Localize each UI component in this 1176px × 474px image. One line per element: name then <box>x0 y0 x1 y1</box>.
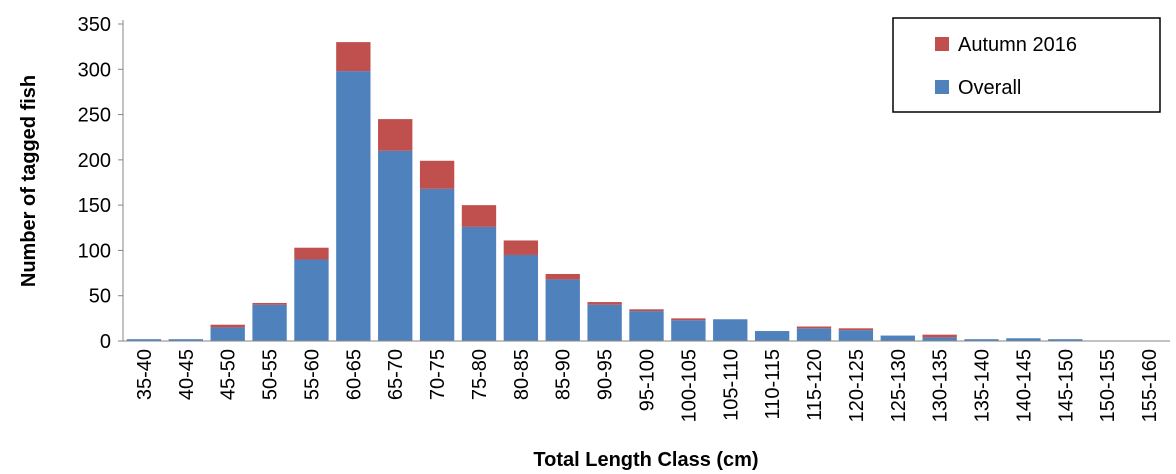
x-tick-label: 90-95 <box>595 349 617 400</box>
x-tick-label: 140-145 <box>1013 349 1035 422</box>
bar-autumn-2016-85-90 <box>545 273 580 280</box>
bar-autumn-2016-100-105 <box>671 318 706 321</box>
y-tick-label: 250 <box>78 105 111 127</box>
bar-autumn-2016-55-60 <box>294 247 329 260</box>
bar-autumn-2016-115-120 <box>796 326 832 329</box>
bar-autumn-2016-80-85 <box>503 240 539 255</box>
bar-overall-100-105 <box>671 320 706 341</box>
x-tick-label: 110-115 <box>762 349 784 419</box>
x-tick-label: 55-60 <box>301 349 323 400</box>
bar-overall-65-70 <box>378 150 413 341</box>
bar-autumn-2016-70-75 <box>419 160 455 189</box>
x-tick-label: 125-130 <box>888 349 910 422</box>
legend-label-overall: Overall <box>958 77 1021 99</box>
bar-autumn-2016-95-100 <box>629 309 664 312</box>
legend-swatch-autumn-2016 <box>935 37 949 51</box>
y-tick-label: 0 <box>100 331 111 353</box>
bar-overall-40-45 <box>168 339 203 341</box>
legend-swatch-overall <box>935 80 949 94</box>
x-tick-label: 50-55 <box>260 349 282 400</box>
bar-overall-115-120 <box>796 328 832 341</box>
bars <box>126 42 1083 342</box>
bar-overall-50-55 <box>252 304 287 341</box>
bar-overall-125-130 <box>880 335 915 341</box>
x-tick-label: 70-75 <box>427 349 449 400</box>
legend: Autumn 2016 Overall <box>892 17 1161 113</box>
x-tick-label: 35-40 <box>134 349 156 400</box>
y-tick-label: 150 <box>78 195 111 217</box>
bar-overall-70-75 <box>419 188 455 341</box>
bar-autumn-2016-45-50 <box>210 324 245 328</box>
bar-overall-95-100 <box>629 311 664 341</box>
x-tick-label: 155-160 <box>1139 349 1161 422</box>
x-tick-label: 120-125 <box>846 349 868 422</box>
bar-overall-110-115 <box>754 331 790 341</box>
x-tick-label: 130-135 <box>930 349 952 422</box>
x-tick-label: 105-110 <box>720 349 742 421</box>
x-tick-label: 150-155 <box>1097 349 1119 422</box>
x-tick-label: 95-100 <box>637 349 659 411</box>
legend-label-autumn-2016: Autumn 2016 <box>958 34 1077 56</box>
bar-overall-35-40 <box>126 339 162 341</box>
bar-overall-130-135 <box>922 337 957 341</box>
x-tick-label: 100-105 <box>678 349 700 422</box>
y-tick-label: 200 <box>78 150 111 172</box>
bar-overall-145-150 <box>1048 339 1083 341</box>
x-tick-label: 85-90 <box>553 349 575 400</box>
y-axis-ticks: 0 50 100 150 200 250 300 350 <box>78 14 123 353</box>
bar-overall-55-60 <box>294 259 329 341</box>
x-tick-label: 45-50 <box>218 349 240 400</box>
y-tick-label: 300 <box>78 59 111 81</box>
x-axis-label: Total Length Class (cm) <box>533 449 758 471</box>
bar-autumn-2016-90-95 <box>587 302 622 305</box>
bar-overall-45-50 <box>210 327 245 341</box>
bar-autumn-2016-65-70 <box>378 119 413 151</box>
bar-overall-90-95 <box>587 304 622 341</box>
bar-autumn-2016-60-65 <box>336 42 371 72</box>
y-axis-label: Number of tagged fish <box>18 75 40 287</box>
bar-autumn-2016-75-80 <box>461 205 497 227</box>
y-tick-label: 100 <box>78 240 111 262</box>
bar-overall-120-125 <box>838 330 874 341</box>
bar-overall-140-145 <box>1006 338 1041 341</box>
bar-autumn-2016-50-55 <box>252 302 287 305</box>
y-tick-label: 50 <box>89 286 111 308</box>
x-tick-label: 75-80 <box>469 349 491 400</box>
bar-overall-80-85 <box>503 254 539 341</box>
x-tick-label: 40-45 <box>176 349 198 400</box>
bar-autumn-2016-120-125 <box>838 328 874 331</box>
bar-overall-105-110 <box>713 319 748 341</box>
x-tick-label: 145-150 <box>1055 349 1077 422</box>
x-axis-ticks: 35-40 40-45 45-50 50-55 55-60 60-65 65-70 70-75… <box>134 349 1161 422</box>
bar-overall-75-80 <box>461 226 497 341</box>
legend-box <box>892 17 1161 113</box>
x-tick-label: 115-120 <box>804 349 826 421</box>
y-tick-label: 350 <box>78 14 111 36</box>
x-tick-label: 65-70 <box>385 349 407 400</box>
bar-autumn-2016-130-135 <box>922 334 957 338</box>
bar-overall-60-65 <box>336 71 371 342</box>
x-tick-label: 60-65 <box>343 349 365 400</box>
x-tick-label: 135-140 <box>972 349 994 422</box>
x-tick-label: 80-85 <box>511 349 533 400</box>
bar-overall-135-140 <box>964 339 999 341</box>
bar-overall-85-90 <box>545 279 580 341</box>
